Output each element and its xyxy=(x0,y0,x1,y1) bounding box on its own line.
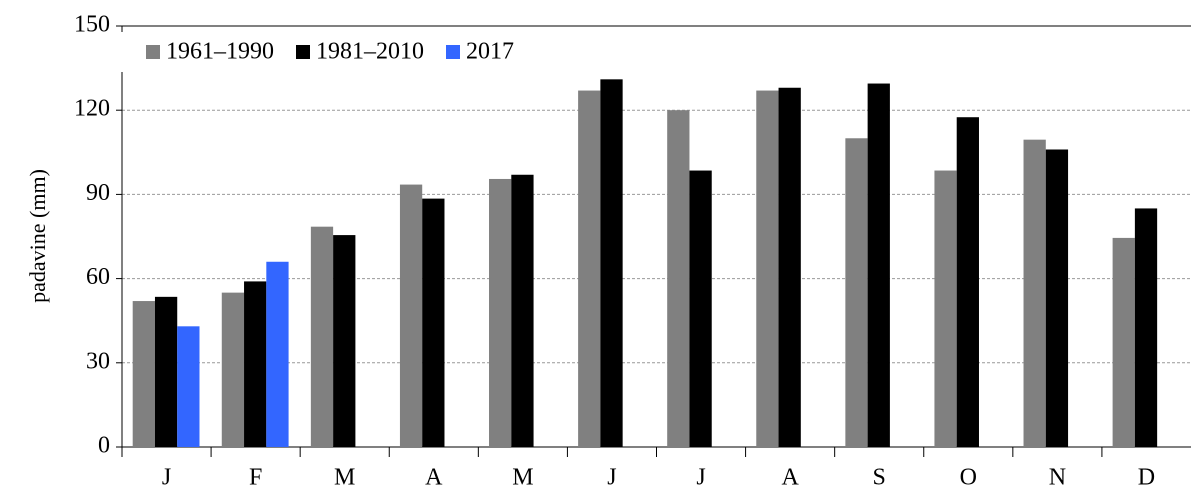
bar xyxy=(867,83,890,447)
bar xyxy=(600,79,623,448)
bar xyxy=(578,90,601,447)
legend-label: 1961–1990 xyxy=(166,39,274,65)
bar xyxy=(333,235,356,447)
bar xyxy=(266,261,289,447)
x-tick-label: A xyxy=(781,465,799,488)
bar xyxy=(489,178,512,448)
bar xyxy=(667,110,690,447)
legend-label: 2017 xyxy=(466,39,514,65)
y-tick-label: 0 xyxy=(98,433,110,459)
y-tick-label: 150 xyxy=(74,12,110,38)
y-axis-label: padavine (mm) xyxy=(25,169,50,303)
x-tick-label: J xyxy=(162,465,171,488)
legend-box xyxy=(121,32,591,72)
x-tick-label: N xyxy=(1049,465,1066,488)
legend-swatch xyxy=(446,45,460,59)
bar xyxy=(154,296,178,447)
bar xyxy=(1023,139,1046,448)
x-tick-label: A xyxy=(425,465,443,488)
bar xyxy=(1045,149,1069,447)
y-tick-label: 120 xyxy=(74,96,110,122)
bar xyxy=(244,281,267,447)
legend-swatch xyxy=(296,45,310,59)
bar xyxy=(934,170,957,447)
bar xyxy=(399,184,423,447)
y-tick-label: 60 xyxy=(86,264,110,290)
x-tick-label: D xyxy=(1138,465,1155,488)
bar xyxy=(1112,237,1135,447)
y-tick-label: 90 xyxy=(86,180,110,206)
legend-swatch xyxy=(146,45,160,59)
x-tick-label: M xyxy=(512,465,533,488)
bar xyxy=(132,301,155,447)
bar xyxy=(956,117,979,447)
bar xyxy=(845,138,868,447)
legend-label: 1981–2010 xyxy=(316,39,424,65)
x-tick-label: S xyxy=(873,465,886,488)
bar xyxy=(221,292,245,447)
bar xyxy=(177,326,200,447)
bar xyxy=(310,226,334,447)
bar xyxy=(756,90,779,447)
bar xyxy=(778,87,801,447)
x-tick-label: J xyxy=(607,465,616,488)
x-tick-label: F xyxy=(249,465,262,488)
x-tick-label: J xyxy=(696,465,705,488)
bar xyxy=(689,170,712,447)
bar xyxy=(511,174,534,447)
y-tick-label: 30 xyxy=(86,348,110,374)
bar xyxy=(1134,208,1158,447)
bar xyxy=(422,198,445,447)
x-tick-label: M xyxy=(334,465,355,488)
x-tick-label: O xyxy=(960,465,977,488)
